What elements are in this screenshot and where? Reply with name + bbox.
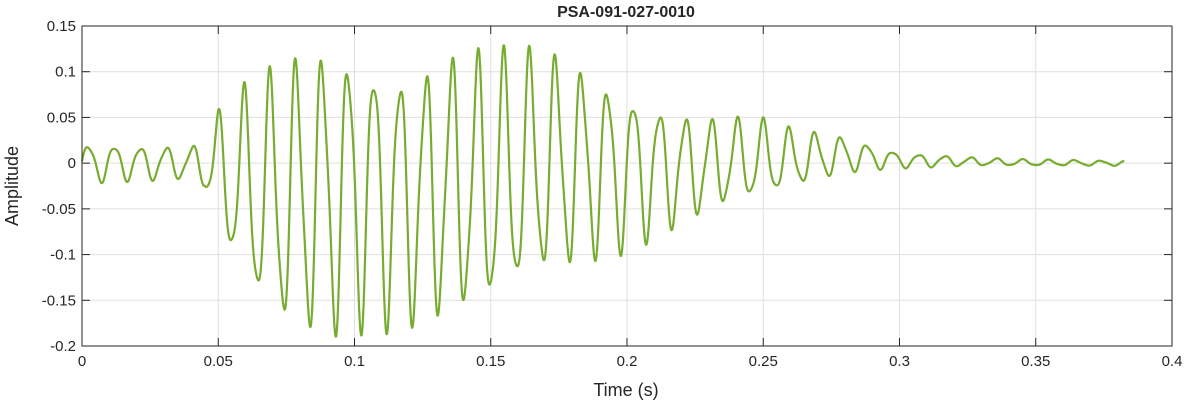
x-tick-label: 0.1: [344, 353, 365, 370]
grid-lines: [81, 25, 1173, 347]
x-tick-label: 0.35: [1021, 353, 1050, 370]
y-tick-label: -0.15: [42, 292, 76, 309]
x-tick-label: 0.25: [749, 353, 778, 370]
y-tick-labels: 0.15 0.1 0.05 0 -0.05 -0.1 -0.15 -0.2: [42, 18, 76, 355]
x-tick-label: 0.3: [889, 353, 910, 370]
waveform-line: [80, 44, 1126, 338]
y-tick-label: 0.1: [55, 64, 76, 81]
y-tick-label: -0.1: [50, 247, 76, 264]
x-axis-label: Time (s): [593, 380, 658, 400]
x-tick-label: 0: [78, 353, 86, 370]
y-tick-label: -0.05: [42, 201, 76, 218]
x-tick-labels: 0 0.05 0.1 0.15 0.2 0.25 0.3 0.35 0.4: [78, 353, 1183, 370]
waveform-series: [80, 44, 1126, 338]
chart-title: PSA-091-027-0010: [557, 4, 695, 21]
y-axis-label: Amplitude: [2, 146, 22, 226]
y-tick-label: 0.15: [47, 18, 76, 35]
y-tick-label: -0.2: [50, 338, 76, 355]
y-tick-label: 0.05: [47, 109, 76, 126]
x-tick-label: 0.2: [617, 353, 638, 370]
x-tick-label: 0.4: [1162, 353, 1183, 370]
x-tick-label: 0.15: [476, 353, 505, 370]
y-tick-label: 0: [68, 155, 76, 172]
x-tick-label: 0.05: [204, 353, 233, 370]
axis-ticks: [81, 25, 1173, 347]
